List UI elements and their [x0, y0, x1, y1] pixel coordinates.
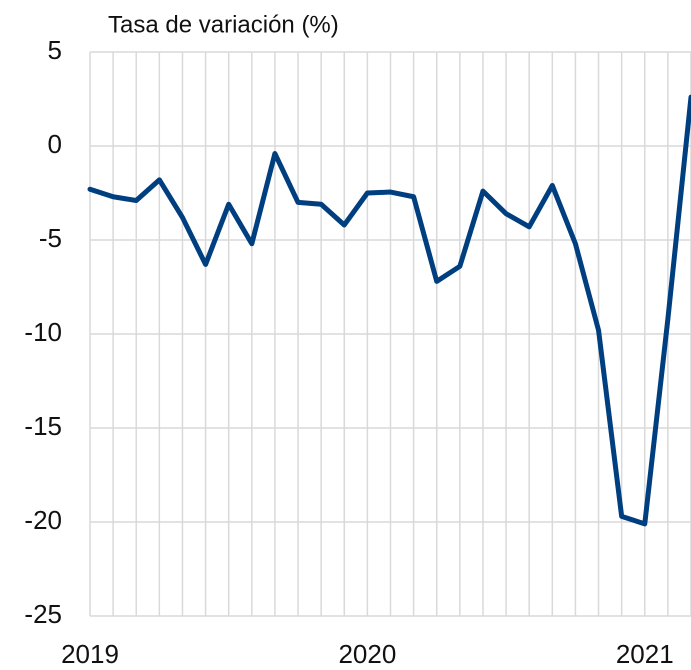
- y-tick-label: -20: [24, 505, 62, 535]
- y-tick-label: -25: [24, 599, 62, 629]
- y-axis-label: Tasa de variación (%): [108, 11, 339, 38]
- y-tick-label: -10: [24, 317, 62, 347]
- y-tick-label: -5: [39, 223, 62, 253]
- y-tick-label: 0: [48, 129, 62, 159]
- y-tick-label: 5: [48, 35, 62, 65]
- x-tick-label: 2021: [616, 639, 674, 669]
- data-line: [87, 94, 691, 527]
- x-tick-label: 2019: [61, 639, 119, 669]
- x-tick-label: 2020: [338, 639, 396, 669]
- y-tick-label: -15: [24, 411, 62, 441]
